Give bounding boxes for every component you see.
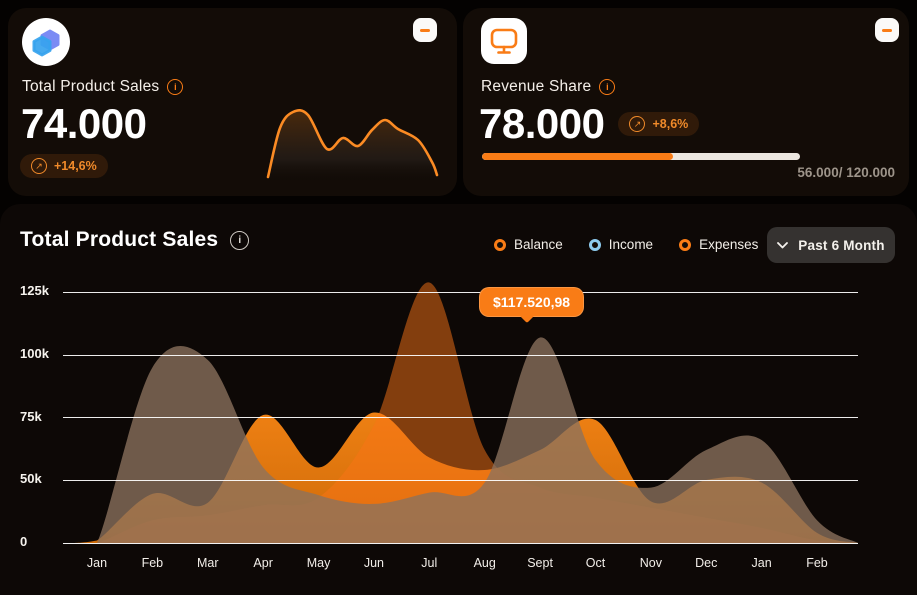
series-expenses: [75, 282, 858, 543]
x-axis-tick: Apr: [253, 556, 273, 570]
chart-legend: Balance Income Expenses: [494, 237, 758, 252]
sales-chart-panel: Total Product Sales i Balance Income Expen…: [0, 204, 917, 595]
revenue-progress-fill: [482, 153, 673, 160]
x-axis-tick: Jan: [751, 556, 772, 570]
revenue-value: 78.000: [479, 100, 605, 147]
legend-item-expenses[interactable]: Expenses: [679, 237, 758, 252]
legend-item-income[interactable]: Income: [588, 237, 654, 252]
y-axis-tick: 50k: [20, 471, 42, 486]
date-range-label: Past 6 Month: [798, 237, 885, 253]
x-axis-tick: Feb: [141, 556, 164, 570]
gridline: [63, 354, 858, 356]
monitor-icon: [481, 18, 527, 64]
revenue-progress-bar[interactable]: [482, 153, 800, 160]
gridline: [63, 479, 858, 481]
trend-up-icon: ↗: [31, 158, 47, 174]
date-range-dropdown[interactable]: Past 6 Month: [767, 227, 895, 263]
legend-dot: [679, 238, 692, 251]
x-axis-tick: Jul: [421, 556, 438, 570]
gridline: [63, 417, 858, 418]
total-product-sales-card: Total Product Sales i 74.000 ↗ +14,6%: [8, 8, 457, 196]
info-icon[interactable]: i: [599, 79, 616, 95]
revenue-share-card: Revenue Share i 78.000 ↗ +8,6% 56.000/ 1…: [463, 8, 909, 196]
hexagons-logo: [22, 18, 70, 66]
sales-value: 74.000: [21, 100, 147, 147]
x-axis-tick: Oct: [585, 556, 606, 570]
y-axis-tick: 100k: [20, 346, 49, 361]
series-income: [75, 337, 858, 543]
x-axis-tick: May: [306, 556, 331, 570]
chart-title: Total Product Sales: [20, 228, 219, 251]
collapse-card-button[interactable]: [875, 18, 899, 42]
revenue-progress-caption: 56.000/ 120.000: [797, 165, 895, 180]
legend-label: Balance: [514, 237, 563, 252]
card-title: Revenue Share: [481, 78, 592, 95]
x-axis-tick: Nov: [639, 556, 662, 570]
legend-label: Expenses: [699, 237, 759, 252]
minus-icon: [882, 28, 892, 32]
x-axis-tick: Aug: [473, 556, 496, 570]
chart-tooltip: $117.520,98: [479, 287, 585, 317]
minus-icon: [420, 28, 430, 32]
card-title: Total Product Sales: [22, 78, 160, 95]
x-axis-tick: Feb: [806, 556, 828, 570]
sparkline-line: [266, 109, 439, 179]
x-axis-tick: Jan: [86, 556, 108, 570]
sales-trend-badge: ↗ +14,6%: [20, 154, 108, 178]
x-axis-line: [63, 542, 858, 544]
gridline: [63, 291, 858, 293]
trend-up-icon: ↗: [629, 116, 646, 133]
legend-item-balance[interactable]: Balance: [494, 237, 563, 252]
legend-dot: [494, 238, 506, 251]
y-axis-tick: 0: [20, 534, 28, 549]
info-icon[interactable]: i: [230, 230, 250, 250]
sales-sparkline-chart: [266, 109, 439, 180]
info-icon[interactable]: i: [167, 79, 184, 95]
sales-trend-pct: +14,6%: [54, 159, 97, 173]
revenue-trend-pct: +8,6%: [652, 117, 689, 132]
x-axis-tick: Dec: [695, 556, 718, 570]
y-axis-tick: 75k: [20, 408, 42, 424]
legend-dot: [588, 238, 601, 251]
revenue-trend-badge: ↗ +8,6%: [618, 112, 700, 137]
y-axis-tick: 125k: [20, 283, 49, 298]
collapse-card-button[interactable]: [413, 18, 437, 42]
area-chart: [75, 282, 858, 543]
x-axis-tick: Jun: [363, 556, 384, 570]
x-axis-tick: Mar: [197, 556, 219, 570]
x-axis-tick: Sept: [527, 556, 553, 570]
chevron-down-icon: [777, 241, 789, 248]
legend-label: Income: [608, 237, 654, 252]
